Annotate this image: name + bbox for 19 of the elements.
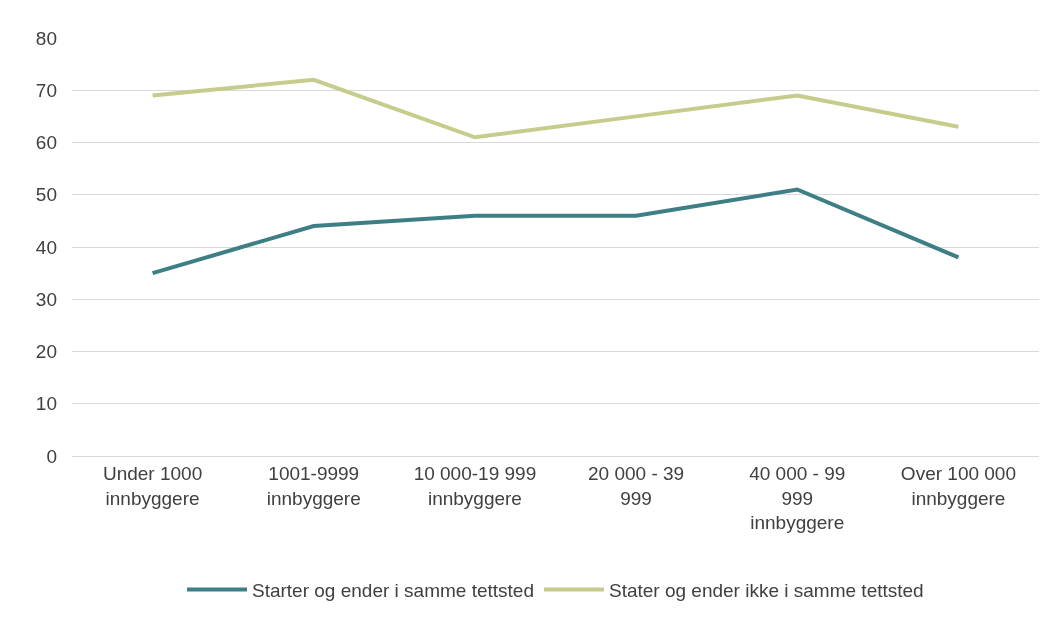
y-tick-label: 80 xyxy=(35,27,57,49)
y-tick-label: 40 xyxy=(35,236,57,258)
y-tick-label: 70 xyxy=(35,79,57,101)
x-tick-label: 20 000 - 39 999 xyxy=(588,462,685,509)
x-tick-label: 10 000-19 999 innbyggere xyxy=(413,462,537,509)
y-tick-label: 60 xyxy=(35,132,57,154)
x-tick-label: 40 000 - 99 999 innbyggere xyxy=(749,462,846,534)
y-tick-label: 50 xyxy=(35,184,57,206)
x-tick-label: 1001-9999 innbyggere xyxy=(266,462,361,509)
legend-label: Starter og ender i samme tettsted xyxy=(252,580,534,602)
y-tick-label: 0 xyxy=(46,445,57,467)
line-series xyxy=(150,187,961,276)
x-tick-label: Under 1000 innbyggere xyxy=(102,462,203,509)
line-series xyxy=(150,77,961,140)
x-tick-label: Over 100 000 innbyggere xyxy=(900,462,1016,509)
legend-label: Stater og ender ikke i samme tettsted xyxy=(608,580,924,602)
y-tick-label: 20 xyxy=(35,341,57,363)
y-tick-label: 10 xyxy=(35,393,57,415)
y-tick-label: 30 xyxy=(35,288,57,310)
